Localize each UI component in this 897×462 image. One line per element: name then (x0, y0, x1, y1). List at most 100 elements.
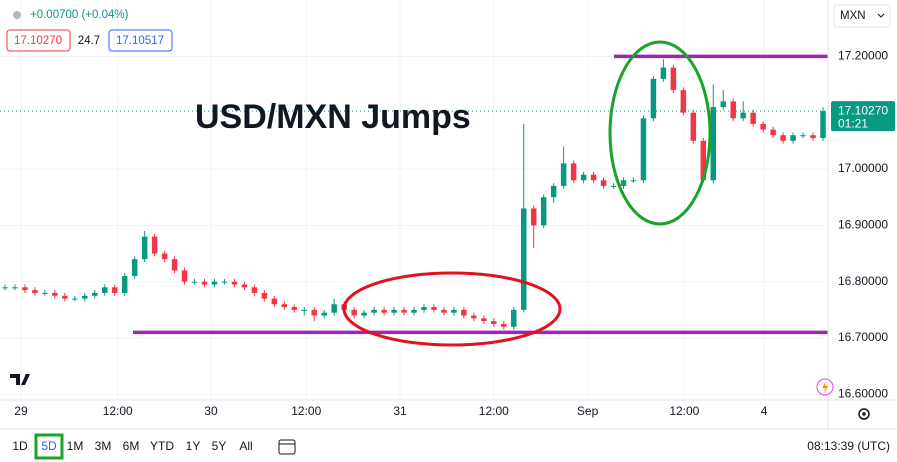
candle-body (52, 292, 58, 296)
candle-body (211, 281, 218, 285)
levels (0, 54, 828, 335)
alert-icon (822, 381, 828, 393)
candle-body (640, 118, 647, 181)
currency-label[interactable]: MXN (840, 10, 866, 22)
candle-body (141, 236, 148, 260)
candle-body (121, 276, 128, 293)
range-button[interactable]: 1Y (186, 439, 201, 453)
candle-body (730, 101, 736, 119)
candle-body (12, 287, 18, 289)
calendar-icon[interactable] (278, 439, 296, 455)
candle-body (181, 270, 188, 282)
candle-body (331, 304, 337, 313)
candle-body (720, 101, 726, 108)
bid-box[interactable] (6, 29, 71, 52)
candle-body (790, 135, 796, 141)
x-tick-label: 12:00 (479, 404, 509, 418)
range-button[interactable]: 6M (123, 439, 140, 453)
price-axis (828, 0, 897, 400)
range-button[interactable]: All (239, 439, 252, 453)
candle-body (680, 90, 687, 113)
status-dot (13, 11, 21, 19)
candle-body (72, 298, 78, 300)
candle-body (511, 309, 517, 327)
range-button[interactable]: 1M (67, 439, 84, 453)
candle-body (111, 287, 118, 293)
settings-icon (862, 412, 866, 416)
candle-body (221, 281, 228, 283)
y-tick-label: 17.20000 (838, 49, 888, 63)
candle-body (690, 112, 697, 141)
range-button[interactable]: 3M (95, 439, 112, 453)
candle-body (580, 174, 587, 181)
bid-price[interactable]: 17.10270 (14, 35, 62, 47)
candle-body (620, 180, 627, 186)
candle-body (770, 129, 776, 136)
candle-body (301, 309, 308, 311)
currency-select[interactable] (833, 4, 891, 28)
candle-body (481, 318, 487, 322)
y-tick-label: 16.70000 (838, 330, 888, 344)
range-button[interactable]: 1D (12, 439, 28, 453)
candle-body (361, 312, 367, 316)
candle-body (670, 67, 677, 91)
ellipse-annotation (608, 40, 712, 226)
candle-body (371, 309, 377, 313)
candle-body (421, 307, 427, 310)
x-tick-label: 12:00 (103, 404, 133, 418)
candle-body (351, 309, 357, 316)
candle-body (501, 323, 507, 327)
ask-box[interactable] (108, 29, 173, 52)
candle-body (271, 298, 278, 305)
logo (10, 374, 30, 385)
candle-body (391, 309, 397, 313)
countdown: 01:21 (838, 116, 868, 130)
candle-body (590, 174, 597, 181)
candle-body (161, 253, 168, 260)
candle-body (610, 185, 617, 187)
candle-body (291, 307, 298, 310)
range-button[interactable]: 5D (41, 439, 57, 453)
candle-body (461, 309, 467, 316)
candle-body (471, 315, 477, 319)
ask-price[interactable]: 17.10517 (116, 35, 164, 47)
x-tick-label: Sep (577, 404, 599, 418)
x-tick-label: 29 (14, 404, 28, 418)
x-tick-label: 12:00 (669, 404, 699, 418)
candle-body (760, 123, 766, 130)
logo (25, 374, 29, 378)
candle-body (261, 292, 268, 299)
last-price-box (831, 101, 895, 132)
candle-body (401, 309, 407, 313)
x-tick-label: 4 (761, 404, 768, 418)
candle-body (42, 292, 48, 294)
candle-body (321, 312, 327, 316)
candle-body (241, 284, 248, 288)
range-highlight (34, 433, 64, 460)
candle-body (131, 259, 138, 277)
x-tick-label: 12:00 (291, 404, 321, 418)
y-tick-label: 17.00000 (838, 161, 888, 175)
chart-title: USD/MXN Jumps (195, 98, 471, 136)
candle-body (82, 295, 88, 299)
dropdown-arrow (877, 13, 885, 18)
candle-body (650, 78, 657, 119)
price-change: +0.00700 (+0.04%) (30, 9, 129, 21)
range-button[interactable]: YTD (150, 439, 174, 453)
settings-icon[interactable] (858, 408, 870, 420)
candle-body (2, 287, 8, 289)
y-tick-label: 16.60000 (838, 387, 888, 401)
spread: 24.7 (78, 35, 100, 47)
candle-body (560, 163, 567, 186)
candle-body (710, 107, 717, 181)
ellipse-annotation (342, 271, 562, 347)
candle-body (520, 208, 527, 310)
x-tick-label: 30 (204, 404, 218, 418)
candle-body (231, 281, 238, 285)
candle-body (381, 309, 387, 313)
candle-body (431, 307, 437, 310)
range-button[interactable]: 5Y (212, 439, 227, 453)
y-tick-label: 16.90000 (838, 218, 888, 232)
candle-body (151, 236, 158, 254)
